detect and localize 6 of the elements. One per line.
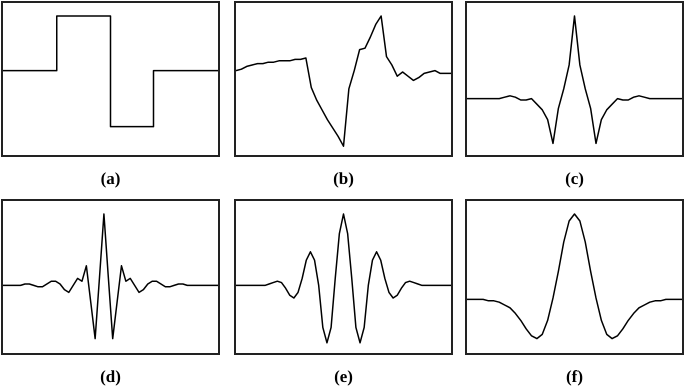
x-axis-title: (f) (566, 367, 583, 386)
x-axis-title: (b) (333, 169, 354, 188)
x-axis-title: (a) (100, 169, 120, 188)
x-axis-title: (e) (334, 367, 353, 386)
x-axis-title: (c) (565, 169, 584, 188)
x-axis-title: (d) (100, 367, 121, 386)
